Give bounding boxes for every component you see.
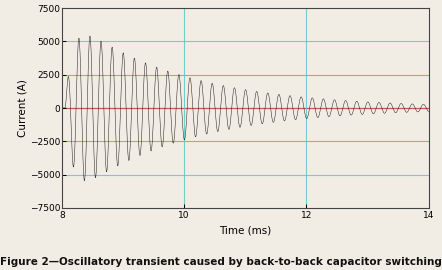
Text: Figure 2—Oscillatory transient caused by back-to-back capacitor switching: Figure 2—Oscillatory transient caused by… <box>0 257 442 267</box>
X-axis label: Time (ms): Time (ms) <box>219 225 271 235</box>
Y-axis label: Current (A): Current (A) <box>17 79 27 137</box>
